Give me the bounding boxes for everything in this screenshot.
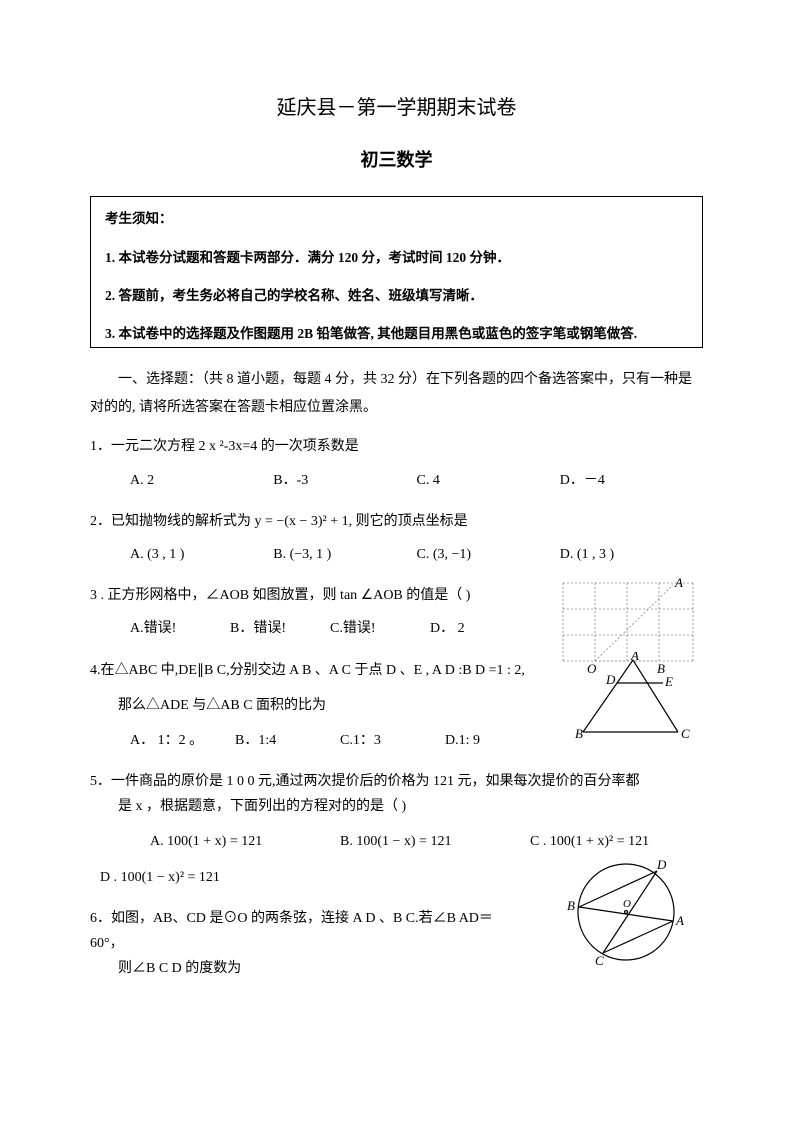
q1-opt-d: D．－4 [560, 468, 703, 493]
q2-opt-c: C. (3, −1) [417, 542, 560, 567]
q3-text: 3 . 正方形网格中，∠AOB 如图放置，则 tan ∠AOB 的值是（ ) [90, 583, 520, 608]
q6-line2: 则∠B C D 的度数为 [90, 956, 510, 981]
notice-box: 考生须知： 1. 本试卷分试题和答题卡两部分．满分 120 分，考试时间 120… [90, 196, 703, 348]
q5-line1: 5．一件商品的原价是 1 0 0 元,通过两次提价后的价格为 121 元，如果每… [90, 769, 703, 794]
question-1: 1．一元二次方程 2 x ²-3x=4 的一次项系数是 A. 2 B．-3 C.… [90, 434, 703, 492]
q2-opt-a: A. (3 , 1 ) [130, 542, 273, 567]
q4-opt-b: B．1:4 [235, 728, 340, 753]
q3-opt-c: C.错误! [330, 616, 430, 641]
q2-text: 2．已知抛物线的解析式为 y = −(x − 3)² + 1, 则它的顶点坐标是 [90, 509, 703, 534]
q1-options: A. 2 B．-3 C. 4 D．－4 [90, 468, 703, 493]
question-6: 6．如图，AB、CD 是⊙O 的两条弦，连接 A D 、B C.若∠B AD＝6… [90, 906, 703, 982]
q2-opt-d: D. (1 , 3 ) [560, 542, 703, 567]
q1-opt-a: A. 2 [130, 468, 273, 493]
q4-label-c: C [681, 726, 690, 741]
page-subtitle: 初三数学 [90, 144, 703, 176]
q3-opt-d: D． 2 [430, 616, 530, 641]
q5-opt-a: A. 100(1 + x) = 121 [150, 829, 300, 854]
q5-opt-c: C . 100(1 + x)² = 121 [530, 829, 680, 854]
q4-options: A． 1：2 。 B．1:4 C.1：3 D.1: 9 [90, 728, 550, 753]
notice-item-1: 1. 本试卷分试题和答题卡两部分．满分 120 分，考试时间 120 分钟． [105, 246, 688, 270]
notice-item-3: 3. 本试卷中的选择题及作图题用 2B 铅笔做答, 其他题目用黑色或蓝色的签字笔… [105, 322, 688, 346]
q6-label-d: D [656, 857, 667, 872]
triangle-figure-icon: A B C D E [573, 652, 693, 742]
q3-opt-b: B．错误! [230, 616, 330, 641]
q4-opt-c: C.1：3 [340, 728, 445, 753]
q2-options: A. (3 , 1 ) B. (−3, 1 ) C. (3, −1) D. (1… [90, 542, 703, 567]
q3-options: A.错误! B．错误! C.错误! D． 2 [90, 616, 510, 641]
question-5: 5．一件商品的原价是 1 0 0 元,通过两次提价后的价格为 121 元，如果每… [90, 769, 703, 890]
q4-label-e: E [664, 674, 673, 689]
q1-opt-b: B．-3 [273, 468, 416, 493]
q4-label-d: D [605, 672, 616, 687]
q4-label-b: B [575, 726, 583, 741]
q4-label-a: A [630, 652, 639, 663]
q4-opt-a: A． 1：2 。 [130, 728, 235, 753]
q5-options-row1: A. 100(1 + x) = 121 B. 100(1 − x) = 121 … [90, 829, 703, 854]
q5-line2: 是 x ，根据题意，下面列出的方程对的的是（ ) [90, 794, 703, 819]
q5-opt-b: B. 100(1 − x) = 121 [340, 829, 490, 854]
q1-text: 1．一元二次方程 2 x ²-3x=4 的一次项系数是 [90, 434, 703, 459]
q3-label-a: A [674, 575, 683, 590]
section-1-desc: 一、选择题：（共 8 道小题，每题 4 分，共 32 分）在下列各题的四个备选答… [90, 366, 703, 422]
question-3: 3 . 正方形网格中，∠AOB 如图放置，则 tan ∠AOB 的值是（ ) A… [90, 583, 703, 641]
question-4: 4.在△ABC 中,DE∥B C,分别交边 A B 、A C 于点 D 、E ,… [90, 658, 703, 754]
page-title: 延庆县－第一学期期末试卷 [90, 90, 703, 126]
q6-line1: 6．如图，AB、CD 是⊙O 的两条弦，连接 A D 、B C.若∠B AD＝6… [90, 906, 510, 956]
q3-opt-a: A.错误! [130, 616, 230, 641]
notice-heading: 考生须知： [105, 207, 688, 231]
q2-opt-b: B. (−3, 1 ) [273, 542, 416, 567]
question-2: 2．已知抛物线的解析式为 y = −(x − 3)² + 1, 则它的顶点坐标是… [90, 509, 703, 567]
q4-figure: A B C D E [573, 652, 693, 751]
q4-opt-d: D.1: 9 [445, 728, 550, 753]
notice-item-2: 2. 答题前，考生务必将自己的学校名称、姓名、班级填写清晰． [105, 284, 688, 308]
q1-opt-c: C. 4 [417, 468, 560, 493]
